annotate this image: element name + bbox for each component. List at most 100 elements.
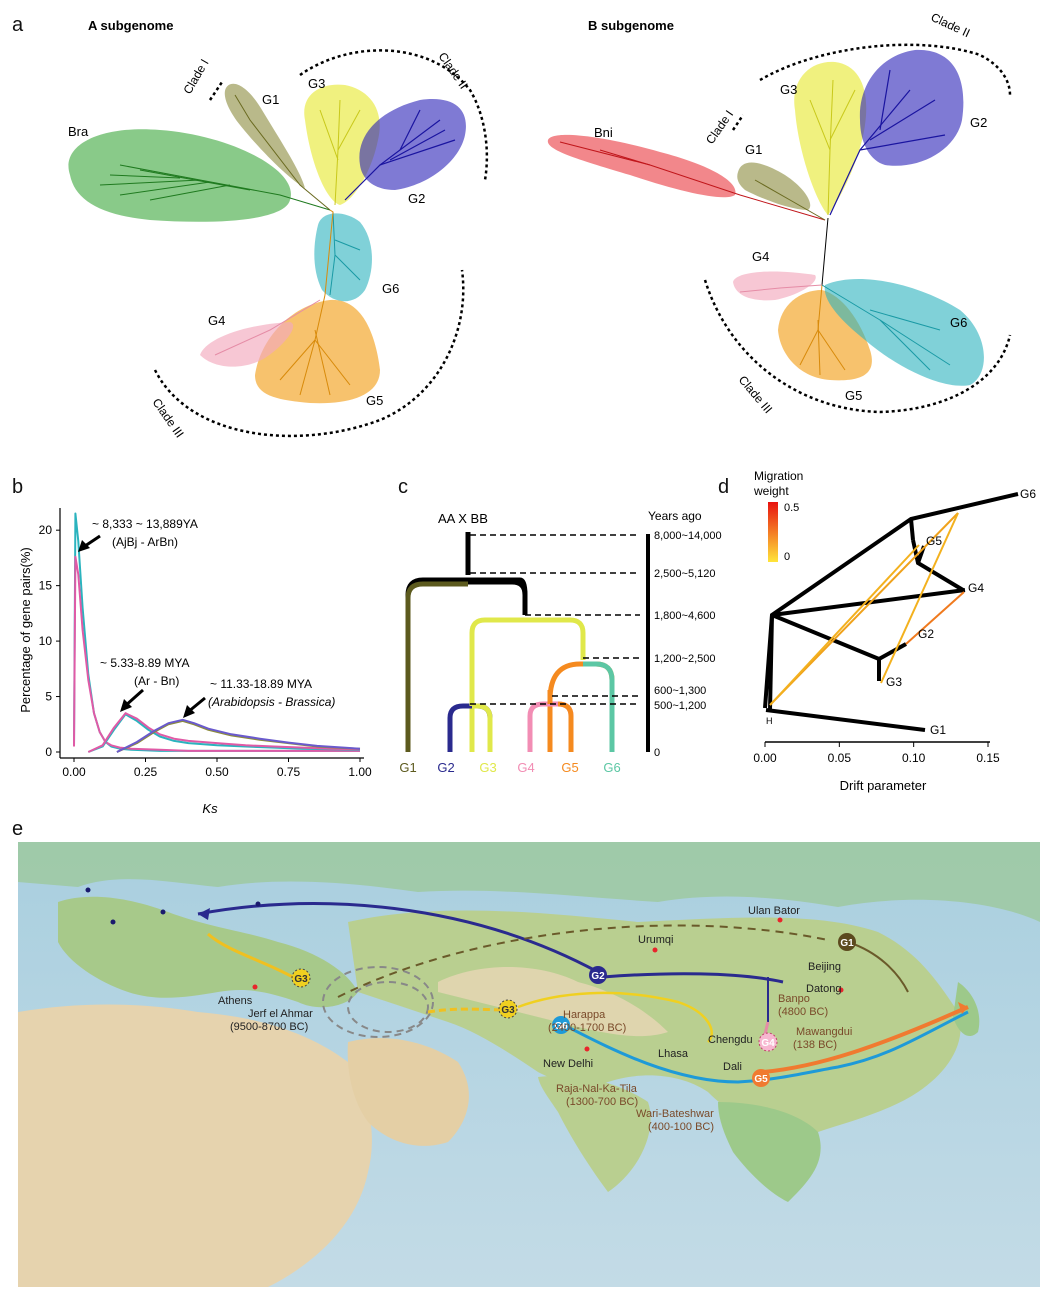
panel-label-e: e — [12, 818, 24, 840]
c-time-label: 600~1,300 — [654, 685, 706, 697]
e-land-seasia — [718, 1102, 821, 1202]
b-annotation-1-line1: ~ 8,333 ~ 13,889YA — [92, 517, 198, 531]
e-node-g3-west: G3 — [294, 974, 308, 985]
b-g4-blob — [733, 271, 816, 301]
d-legend-min: 0 — [784, 551, 790, 563]
e-place-athens: Athens — [218, 995, 253, 1007]
b-series-line-4 — [87, 712, 361, 753]
b-ytick-label: 20 — [39, 523, 53, 537]
e-place-datong: Datong — [806, 983, 841, 995]
d-node-g1: G1 — [930, 723, 946, 737]
b-label-g4: G4 — [752, 249, 769, 264]
c-time-label: 1,200~2,500 — [654, 653, 715, 665]
b-ytick-label: 0 — [45, 745, 52, 759]
e-land-europe — [58, 896, 358, 1008]
d-legend-max: 0.5 — [784, 502, 799, 514]
b-xtick-label: 0.75 — [277, 765, 301, 779]
d-xtick-label: 0.10 — [902, 751, 926, 765]
a-label-g1: G1 — [262, 92, 279, 107]
d-xtick-label: 0.00 — [753, 751, 777, 765]
e-place-new-delhi: New Delhi — [543, 1058, 593, 1070]
c-group-label: G6 — [603, 760, 620, 775]
c-group-label: G2 — [437, 760, 454, 775]
b-xtick-label: 0.25 — [134, 765, 158, 779]
a-subgenome-tree: A subgenome Bra G1 G3 G2 G6 G4 G5 — [68, 18, 489, 440]
bra-branches — [99, 164, 331, 211]
c-group-label: G3 — [479, 760, 496, 775]
b-annotation-3-line1: ~ 11.33-18.89 MYA — [210, 677, 312, 691]
panel-label-d: d — [718, 476, 730, 498]
d-node-g3: G3 — [886, 675, 902, 689]
e-place-urumqi: Urumqi — [638, 934, 673, 946]
b-annotation-1-line2: (AjBj - ArBn) — [112, 535, 178, 549]
d-xlabel: Drift parameter — [840, 778, 927, 793]
e-land-africa — [18, 1004, 372, 1287]
b-series-line-2 — [73, 555, 360, 752]
e-node-g2: G2 — [591, 971, 605, 982]
bra-clade-blob — [68, 129, 291, 222]
a-g6-blob — [314, 213, 372, 302]
d-node-g2: G2 — [918, 627, 934, 641]
b-series — [73, 512, 361, 753]
d-legend-title-2: weight — [753, 484, 789, 498]
b-label-bni: Bni — [594, 125, 613, 140]
b-subgenome-title: B subgenome — [588, 18, 674, 33]
c-group-label: G5 — [561, 760, 578, 775]
b-g1-blob — [737, 162, 811, 210]
a-g1-blob — [224, 83, 305, 188]
e-place-mawangdui-date: (138 BC) — [793, 1039, 837, 1051]
b-label-g6: G6 — [950, 315, 967, 330]
a-label-bra: Bra — [68, 124, 89, 139]
a-label-g4: G4 — [208, 313, 225, 328]
a-label-g5: G5 — [366, 393, 383, 408]
d-node-g6: G6 — [1020, 487, 1036, 501]
e-place-mawangdui: Mawangdui — [796, 1026, 852, 1038]
b-ytick-label: 15 — [39, 579, 53, 593]
e-place-wari-date: (400-100 BC) — [648, 1121, 714, 1133]
c-group-labels: G1 G2 G3 G4 G5 G6 — [399, 760, 620, 775]
c-time-label: 500~1,200 — [654, 700, 706, 712]
e-node-g5: G5 — [754, 1074, 768, 1085]
e-place-chengdu: Chengdu — [708, 1034, 753, 1046]
e-place-raja-nal-ka-tila: Raja-Nal-Ka-Tila — [556, 1083, 638, 1095]
c-time-header: Years ago — [648, 509, 702, 523]
a-g2-blob — [359, 99, 466, 190]
e-place-banpo: Banpo — [778, 993, 810, 1005]
a-label-g2: G2 — [408, 191, 425, 206]
a-g3-blob — [304, 84, 380, 205]
b-axes: 0.00 0.25 0.50 0.75 1.00 0 5 10 15 20 — [39, 508, 372, 779]
panel-label-b: b — [12, 476, 24, 498]
b-label-g5: G5 — [845, 388, 862, 403]
d-xtick-label: 0.05 — [828, 751, 852, 765]
e-desert-central — [438, 967, 668, 1037]
b-xtick-label: 1.00 — [348, 765, 372, 779]
b-label-g2: G2 — [970, 115, 987, 130]
b-annotation-2-line1: ~ 5.33-8.89 MYA — [100, 656, 190, 670]
e-place-harappa-date: (2400-1700 BC) — [548, 1022, 626, 1034]
c-time-label: 2,500~5,120 — [654, 568, 715, 580]
b-series-line-3 — [87, 713, 361, 753]
a-g4-blob — [200, 322, 294, 367]
b-ytick-label: 5 — [45, 690, 52, 704]
e-land-north — [18, 842, 1040, 922]
b-xtick-label: 0.50 — [205, 765, 229, 779]
c-title: AA X BB — [438, 511, 488, 526]
e-place-lhasa: Lhasa — [658, 1048, 689, 1060]
e-place-ulan-bator: Ulan Bator — [748, 905, 800, 917]
a-label-g3: G3 — [308, 76, 325, 91]
panel-b-ks-chart: 0.00 0.25 0.50 0.75 1.00 0 5 10 15 20 ~ 8,333 ~ 1… — [18, 508, 372, 816]
d-legend-gradient — [768, 502, 778, 562]
e-place-harappa: Harappa — [563, 1009, 606, 1021]
e-place-jerf-date: (9500-8700 BC) — [230, 1021, 308, 1033]
c-group-label: G1 — [399, 760, 416, 775]
panel-label-c: c — [398, 476, 408, 498]
e-place-jerf-el-ahmar: Jerf el Ahmar — [248, 1008, 313, 1020]
c-time-label: 1,800~4,600 — [654, 610, 715, 622]
e-node-g4: G4 — [761, 1038, 775, 1049]
b-ylabel: Percentage of gene pairs(%) — [18, 547, 33, 712]
panel-label-a: a — [12, 14, 24, 36]
d-xtick-label: 0.15 — [976, 751, 1000, 765]
a-label-g6: G6 — [382, 281, 399, 296]
e-node-g6: G6 — [554, 1021, 568, 1032]
b-ytick-label: 10 — [39, 634, 53, 648]
